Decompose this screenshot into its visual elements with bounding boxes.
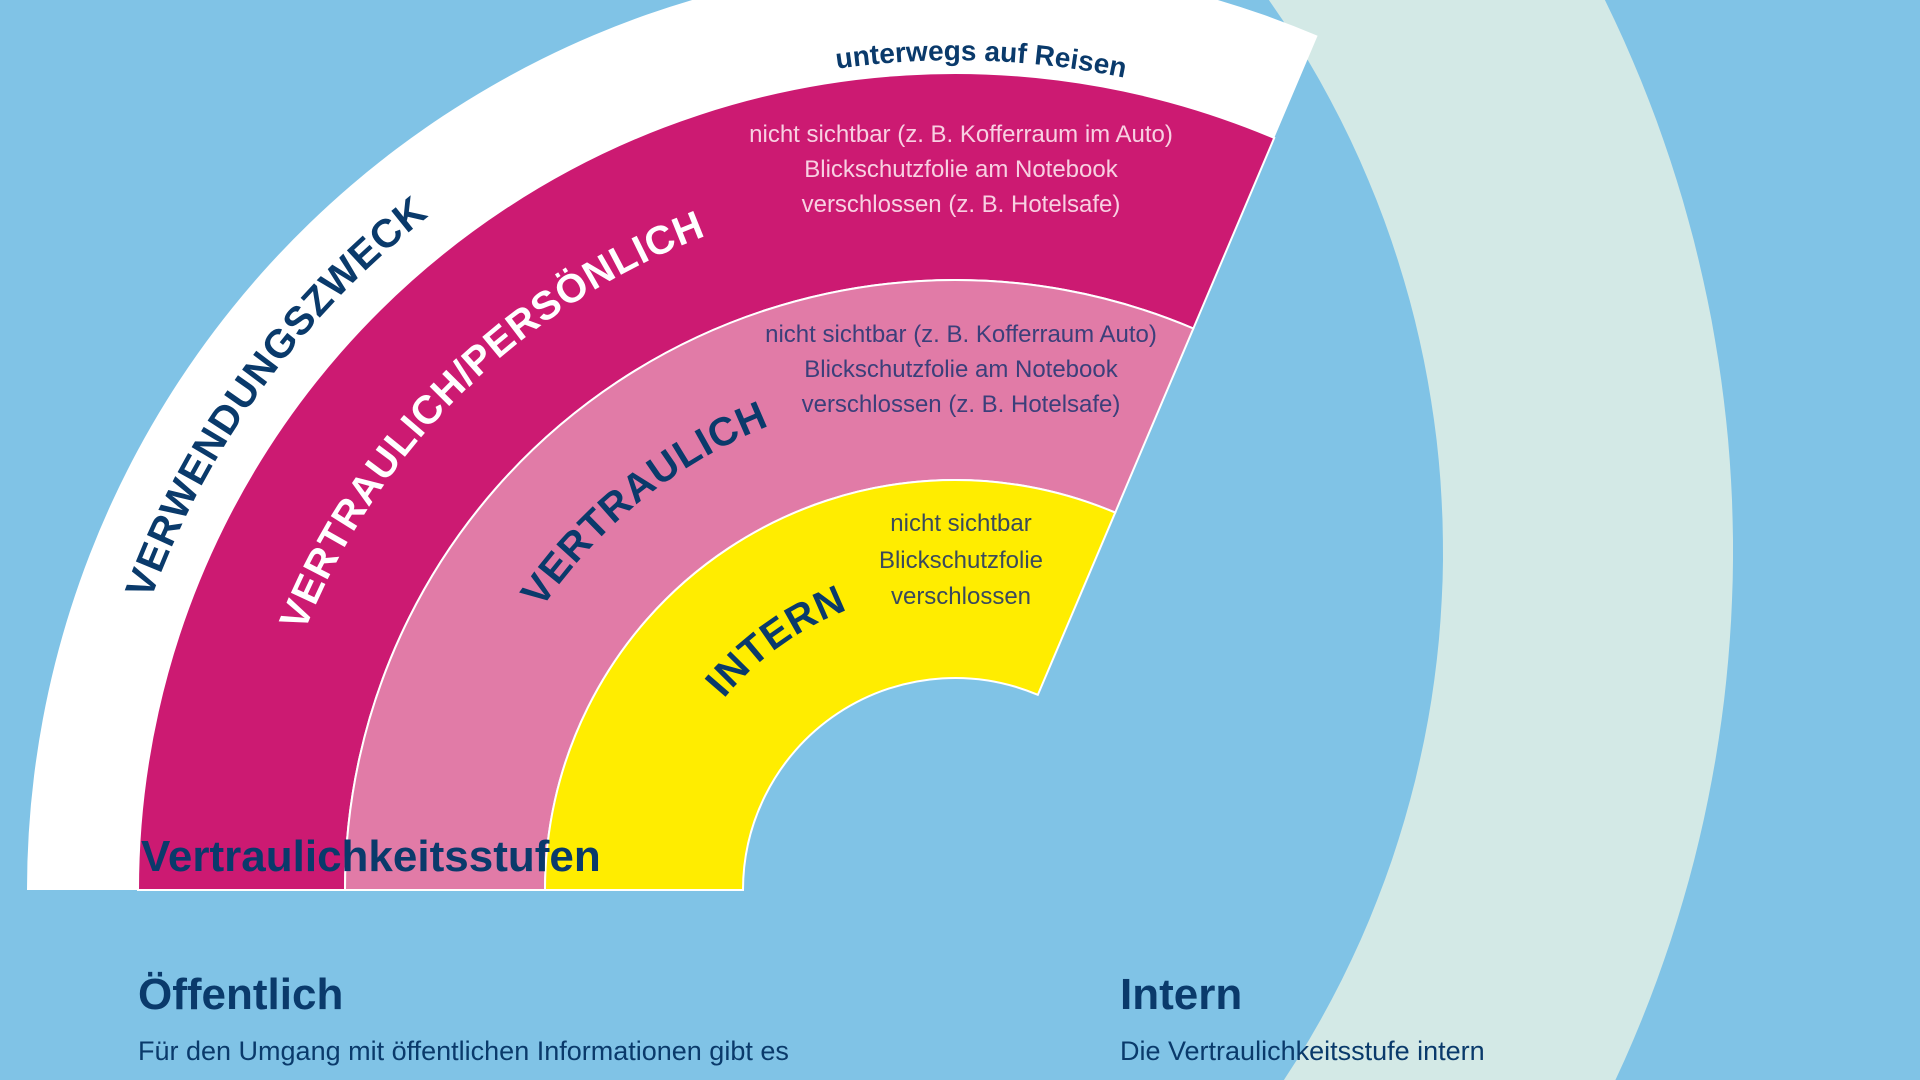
desc-line: verschlossen (z. B. Hotelsafe) (802, 191, 1121, 218)
desc-line: verschlossen (z. B. Hotelsafe) (802, 391, 1121, 418)
band-verwendungszweck (27, 0, 1318, 890)
section-intern: Intern Die Vertraulichkeitsstufe intern (1120, 970, 1485, 1067)
desc-line: verschlossen (891, 583, 1031, 610)
section-heading: Intern (1120, 970, 1243, 1019)
desc-vertraulich: nicht sichtbar (z. B. Kofferraum Auto) B… (765, 321, 1157, 418)
section-oeffentlich: Öffentlich Für den Umgang mit öffentlich… (138, 970, 789, 1067)
desc-intern: nicht sichtbar Blickschutzfolie verschlo… (879, 510, 1043, 610)
band-intern (543, 479, 1117, 891)
outer-ring-decoration (1268, 0, 1733, 1080)
section-text: Die Vertraulichkeitsstufe intern (1120, 1036, 1485, 1066)
desc-line: nicht sichtbar (890, 510, 1031, 537)
diagram-title: Vertraulichkeitsstufen (141, 832, 601, 881)
section-text: Für den Umgang mit öffentlichen Informat… (138, 1036, 789, 1066)
desc-line: Blickschutzfolie am Notebook (804, 356, 1118, 383)
section-heading: Öffentlich (138, 970, 344, 1019)
desc-line: Blickschutzfolie am Notebook (804, 156, 1118, 183)
desc-line: nicht sichtbar (z. B. Kofferraum im Auto… (749, 121, 1173, 148)
desc-line: nicht sichtbar (z. B. Kofferraum Auto) (765, 321, 1157, 348)
desc-line: Blickschutzfolie (879, 547, 1043, 574)
desc-vertraulich-persoenlich: nicht sichtbar (z. B. Kofferraum im Auto… (749, 121, 1173, 218)
